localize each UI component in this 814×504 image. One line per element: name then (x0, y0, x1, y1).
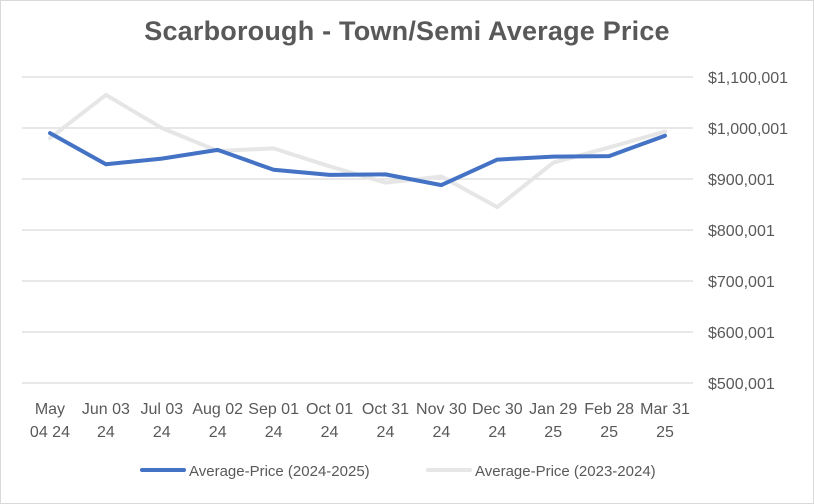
x-tick-label: Jul 03 (140, 401, 183, 418)
x-tick-label: May (35, 401, 65, 418)
x-tick-label: 24 (488, 424, 506, 441)
x-tick-label: 24 (321, 424, 339, 441)
series-lines (48, 92, 667, 210)
x-tick-label: Mar 31 (640, 401, 690, 418)
legend-label: Average-Price (2024-2025) (189, 463, 370, 480)
y-tick-label: $1,100,001 (708, 70, 788, 87)
x-tick-label: 25 (656, 424, 674, 441)
x-tick-label: Aug 02 (192, 401, 243, 418)
y-tick-label: $1,000,001 (708, 121, 788, 138)
x-tick-label: 24 (97, 424, 115, 441)
x-tick-label: 24 (377, 424, 395, 441)
x-tick-label: 25 (600, 424, 618, 441)
x-tick-label: 24 (432, 424, 450, 441)
x-tick-label: Oct 01 (306, 401, 353, 418)
x-tick-label: 24 (265, 424, 283, 441)
x-tick-label: 04 24 (30, 424, 70, 441)
x-tick-label: Feb 28 (584, 401, 634, 418)
y-tick-label: $500,001 (708, 376, 775, 393)
x-tick-label: 25 (544, 424, 562, 441)
gridlines (22, 76, 693, 384)
x-tick-label: Sep 01 (248, 401, 299, 418)
series-line-0 (48, 131, 667, 188)
y-tick-label: $800,001 (708, 223, 775, 240)
x-tick-label: Nov 30 (416, 401, 467, 418)
legend-label: Average-Price (2023-2024) (475, 463, 656, 480)
x-axis-tick-labels: May 04 24 Jun 03 24 Jul 03 24 Aug 02 24 Sep 01 24… (30, 401, 690, 441)
y-tick-label: $600,001 (708, 325, 775, 342)
y-tick-label: $700,001 (708, 274, 775, 291)
y-axis-tick-labels: $500,001 $600,001 $700,001 $800,001 $900,001… (708, 70, 788, 393)
x-tick-label: Oct 31 (362, 401, 409, 418)
legend: Average-Price (2024-2025) Average-Price (… (140, 463, 656, 480)
series-line-1 (48, 92, 667, 210)
x-tick-label: 24 (209, 424, 227, 441)
y-tick-label: $900,001 (708, 172, 775, 189)
chart-title: Scarborough - Town/Semi Average Price (144, 16, 670, 46)
x-tick-label: Dec 30 (472, 401, 523, 418)
x-tick-label: 24 (153, 424, 171, 441)
x-tick-label: Jun 03 (82, 401, 130, 418)
x-tick-label: Jan 29 (529, 401, 577, 418)
